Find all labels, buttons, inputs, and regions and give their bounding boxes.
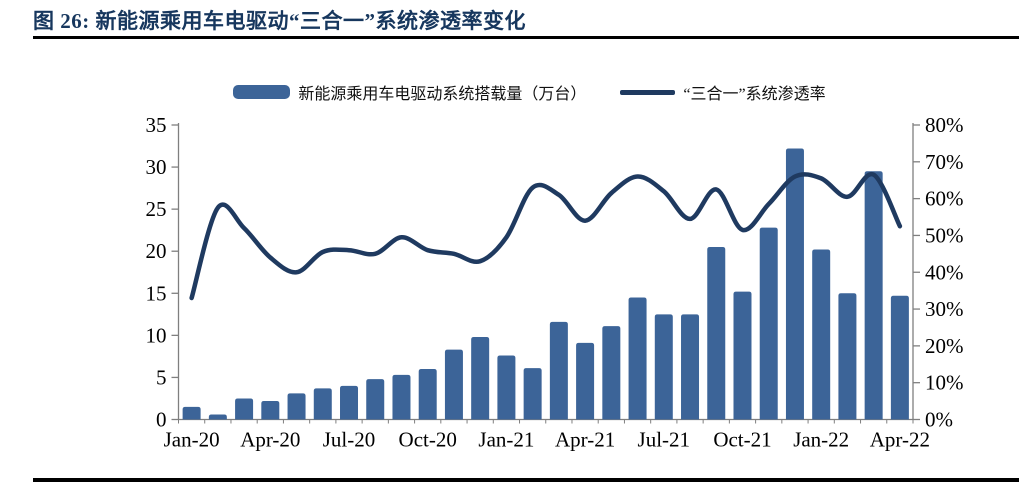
right-axis-tick-label: 30% — [925, 297, 964, 321]
right-axis-tick-label: 10% — [925, 371, 964, 395]
right-axis-tick-label: 60% — [925, 187, 964, 211]
bar-May-21 — [602, 326, 621, 420]
bar-Apr-22 — [890, 295, 909, 420]
left-axis-tick-label: 5 — [156, 365, 167, 389]
title-rule — [33, 36, 1019, 39]
left-axis-tick-label: 0 — [156, 408, 167, 432]
bar-Dec-21 — [785, 148, 804, 420]
bar-series-swatch-icon — [233, 85, 291, 99]
x-axis-tick-label: Jan-22 — [793, 428, 849, 452]
legend-item-bar-series: 新能源乘用车电驱动系统搭载量（万台） — [233, 80, 586, 104]
x-axis-tick-label: Oct-21 — [713, 428, 771, 452]
left-axis-tick-label: 20 — [146, 239, 167, 263]
bar-Aug-21 — [681, 314, 700, 420]
bar-Feb-21 — [523, 368, 542, 420]
bar-Jun-20 — [313, 388, 332, 420]
chart-legend: 新能源乘用车电驱动系统搭载量（万台） “三合一”系统渗透率 — [0, 80, 1019, 104]
left-axis-tick-label: 15 — [146, 281, 167, 305]
legend-line-label: “三合一”系统渗透率 — [683, 86, 826, 103]
bar-Dec-20 — [471, 337, 490, 420]
right-axis-tick-label: 20% — [925, 334, 964, 358]
bar-Apr-21 — [576, 342, 595, 420]
bar-Jun-21 — [628, 297, 647, 420]
x-axis-tick-label: Apr-21 — [555, 428, 615, 452]
right-axis-tick-label: 80% — [925, 113, 964, 137]
left-axis-tick-label: 10 — [146, 323, 167, 347]
bar-Apr-20 — [261, 400, 280, 420]
bar-Sep-21 — [707, 247, 726, 420]
bottom-rule — [33, 478, 1019, 482]
line-series-swatch-icon — [620, 89, 676, 95]
x-axis-tick-label: Jul-21 — [638, 428, 691, 452]
bar-Feb-20 — [208, 414, 227, 420]
bar-Mar-20 — [235, 398, 254, 420]
left-axis-tick-label: 35 — [146, 113, 167, 137]
bar-Jul-20 — [340, 385, 359, 420]
x-axis-tick-label: Apr-22 — [870, 428, 930, 452]
bar-Feb-22 — [838, 293, 857, 420]
bar-Mar-22 — [864, 171, 883, 420]
bar-Nov-21 — [759, 227, 778, 420]
right-axis-tick-label: 0% — [925, 408, 953, 432]
x-axis-tick-label: Oct-20 — [399, 428, 457, 452]
bar-Jan-22 — [812, 249, 831, 420]
bar-Jan-20 — [182, 406, 201, 420]
bar-Aug-20 — [366, 379, 385, 420]
bar-Jul-21 — [654, 314, 673, 420]
x-axis-tick-label: Jul-20 — [323, 428, 376, 452]
bar-Jan-21 — [497, 355, 516, 420]
x-axis-tick-label: Jan-20 — [164, 428, 220, 452]
bar-Sep-20 — [392, 374, 411, 420]
x-axis-tick-label: Jan-21 — [478, 428, 534, 452]
right-axis-tick-label: 70% — [925, 150, 964, 174]
bar-Oct-21 — [733, 291, 752, 420]
penetration-rate-line — [189, 171, 903, 301]
legend-bar-label: 新能源乘用车电驱动系统搭载量（万台） — [298, 86, 587, 103]
x-axis-tick-label: Apr-20 — [240, 428, 300, 452]
legend-item-line-series: “三合一”系统渗透率 — [620, 80, 826, 104]
bar-May-20 — [287, 393, 306, 420]
left-axis-tick-label: 30 — [146, 155, 167, 179]
figure-title: 图 26: 新能源乘用车电驱动“三合一”系统渗透率变化 — [33, 9, 526, 33]
bar-Nov-20 — [444, 349, 463, 420]
bar-Oct-20 — [418, 369, 437, 420]
right-axis-tick-label: 50% — [925, 223, 964, 247]
left-axis-tick-label: 25 — [146, 197, 167, 221]
bar-Mar-21 — [549, 321, 568, 420]
right-axis-tick-label: 40% — [925, 260, 964, 284]
